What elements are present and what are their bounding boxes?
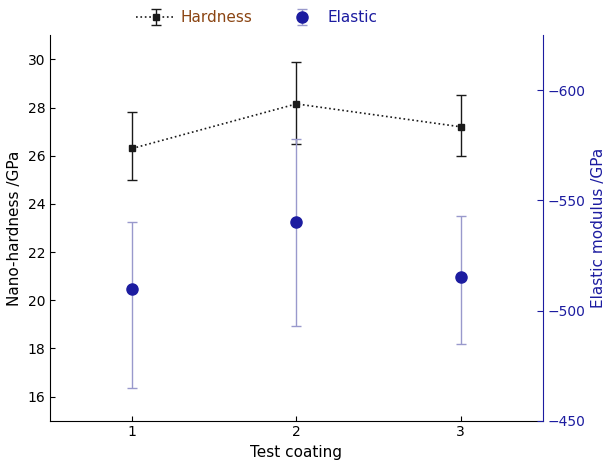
Y-axis label: Nano-hardness /GPa: Nano-hardness /GPa (7, 150, 22, 305)
X-axis label: Test coating: Test coating (250, 445, 343, 460)
Legend: Hardness, Elastic: Hardness, Elastic (131, 4, 384, 32)
Y-axis label: Elastic modulus /GPa: Elastic modulus /GPa (591, 148, 606, 308)
